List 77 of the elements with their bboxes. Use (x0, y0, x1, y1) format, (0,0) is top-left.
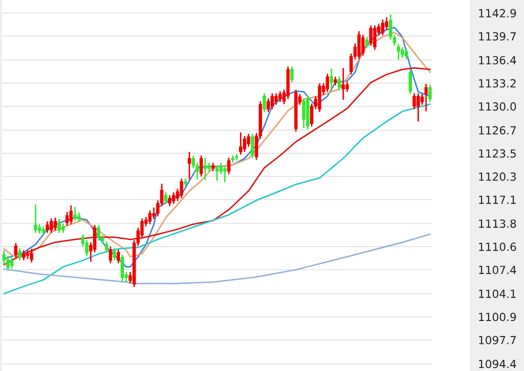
candlestick (428, 84, 432, 102)
candlestick (112, 248, 116, 260)
line-series (3, 103, 431, 294)
candlestick (302, 98, 306, 128)
candlestick (164, 192, 168, 204)
y-tick-label: 1110.6 (479, 242, 516, 251)
y-tick-label: 1120.3 (479, 172, 516, 181)
candlestick (357, 31, 361, 60)
y-tick-label: 1097.7 (479, 336, 516, 344)
candlestick (96, 224, 100, 241)
candlestick (235, 154, 238, 161)
candlestick (215, 166, 219, 181)
candlestick (342, 68, 345, 100)
candlestick (172, 192, 176, 204)
candlestick (365, 36, 369, 48)
y-tick-label: 1130.0 (479, 102, 516, 111)
candlestick (278, 91, 282, 102)
candlestick (231, 156, 234, 163)
candlestick (330, 68, 334, 90)
candlestick (54, 218, 57, 231)
candlestick (104, 242, 108, 252)
candlestick (108, 246, 112, 264)
y-tick-label: 1133.2 (479, 79, 516, 88)
y-tick-label: 1142.9 (479, 8, 516, 18)
candlestick (204, 158, 207, 180)
y-tick-label: 1139.7 (479, 32, 516, 41)
line-series (3, 67, 431, 266)
candlestick (50, 218, 53, 233)
line-series (3, 234, 431, 284)
y-tick-label: 1094.4 (479, 360, 516, 368)
candlestick (26, 250, 30, 259)
y-tick-label: 1126.7 (479, 126, 516, 135)
candlestick (424, 84, 428, 112)
candlestick (290, 66, 294, 82)
y-tick-label: 1100.9 (479, 312, 516, 322)
candlestick (326, 74, 330, 92)
candlestick (396, 44, 400, 60)
candlestick (116, 250, 120, 264)
y-tick-label: 1104.1 (479, 290, 516, 298)
candlestick (46, 221, 50, 233)
y-tick-label: 1123.5 (479, 149, 516, 158)
candlestick (412, 93, 416, 110)
candlestick (274, 93, 278, 105)
candlestick (318, 83, 322, 112)
candlestick (69, 205, 73, 224)
candlestick (200, 156, 203, 176)
candlestick (369, 25, 373, 46)
candlestick (262, 93, 266, 112)
candlestick (242, 136, 246, 152)
candlestick (188, 152, 192, 180)
candlestick (73, 206, 77, 221)
candlestick (373, 25, 376, 50)
candlestick (400, 47, 404, 58)
candlestick (10, 257, 14, 268)
candlestick (120, 254, 124, 282)
candlestick (58, 219, 61, 233)
candlestick (30, 248, 34, 262)
candlestick (180, 178, 184, 198)
candlestick (227, 158, 230, 174)
candlestick (34, 204, 38, 233)
candlestick (381, 20, 384, 36)
candlestick (18, 248, 22, 260)
candlestick (168, 195, 172, 206)
candlestick (404, 48, 408, 60)
candlestick (416, 93, 420, 122)
candlestick (14, 243, 18, 258)
candlestick (223, 166, 227, 182)
candlestick (148, 210, 152, 224)
y-tick-label: 1136.4 (479, 56, 516, 64)
y-tick-label: 1117.1 (479, 196, 516, 204)
candlestick (250, 134, 254, 158)
candlestick (270, 93, 274, 110)
y-tick-label: 1107.4 (479, 266, 516, 274)
candlestick (239, 132, 242, 155)
y-tick-label: 1113.8 (479, 219, 516, 228)
candlestick (408, 69, 412, 94)
candlestick (338, 76, 341, 90)
